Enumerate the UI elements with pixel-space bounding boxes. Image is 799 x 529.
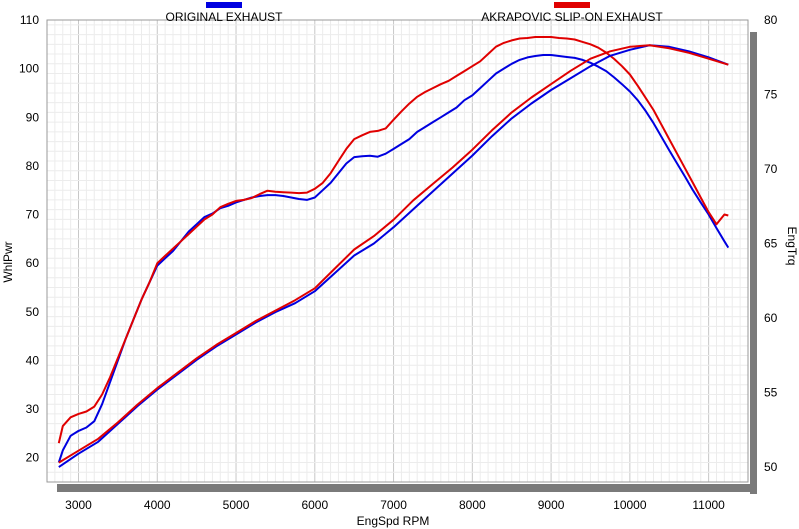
y-left-tick-label: 50 [26,305,40,319]
x-tick-label: 5000 [223,498,250,512]
torque-line-original-exhaust [58,44,729,468]
y-left-tick-label: 110 [20,13,39,27]
y-left-tick-label: 90 [26,110,40,124]
y-right-tick-label: 60 [764,311,778,325]
x-tick-label: 8000 [459,498,486,512]
legend-label: AKRAPOVIC SLIP-ON EXHAUST [481,10,663,24]
y-right-tick-label: 75 [764,88,778,102]
legend-swatch [554,2,590,8]
frame-shadow-right [750,32,757,494]
x-tick-label: 6000 [301,498,328,512]
legend: ORIGINAL EXHAUST AKRAPOVIC SLIP-ON EXHAUS… [166,2,663,24]
y-right-tick-label: 55 [764,386,778,400]
y-left-tick-label: 40 [26,353,40,367]
y-left-tick-label: 100 [19,62,39,76]
y-left-tick-label: 70 [26,208,40,222]
y-axis-left-title: WhlPwr [1,241,15,282]
y-right-tick-label: 70 [764,162,778,176]
frame-shadow-bottom [57,484,756,492]
x-tick-label: 3000 [65,498,92,512]
x-tick-label: 10000 [613,498,647,512]
x-axis-title: EngSpd RPM [357,514,430,528]
y-axis-right-title: EngTrq [785,227,799,266]
y-right-tick-label: 50 [764,460,778,474]
y-left-tick-label: 30 [26,402,40,416]
legend-swatch [206,2,242,8]
y-left-tick-label: 20 [26,451,40,465]
legend-label: ORIGINAL EXHAUST [166,10,284,24]
x-tick-label: 4000 [144,498,171,512]
series-lines [57,36,730,468]
y-left-tick-label: 80 [26,159,40,173]
x-tick-label: 7000 [380,498,407,512]
y-right-tick-label: 65 [764,237,778,251]
y-right-tick-label: 80 [764,13,778,27]
axis-ticks: 3000 4000 5000 6000 7000 8000 9000 10000 11000 20… [19,13,778,512]
y-left-tick-label: 60 [26,256,40,270]
plot-frame [46,19,757,494]
power-line-original-exhaust [57,54,730,463]
power-line-akrapovic-slip-on-exhaust [57,36,729,444]
plot-border [46,19,749,483]
torque-line-akrapovic-slip-on-exhaust [58,44,729,464]
x-tick-label: 9000 [538,498,565,512]
grid [46,20,749,483]
plot-background [47,20,748,482]
x-tick-label: 11000 [692,498,725,512]
